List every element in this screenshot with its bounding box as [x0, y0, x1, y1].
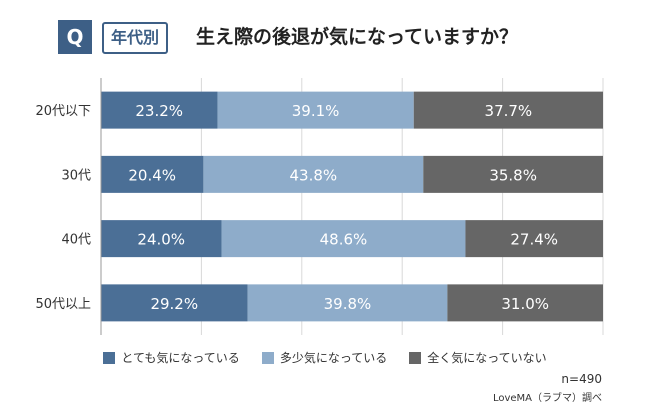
bar-segment	[221, 220, 466, 258]
data-label: 39.8%	[324, 295, 372, 313]
bar-segment	[413, 91, 603, 129]
legend-label: とても気になっている	[121, 351, 240, 365]
category-label: 20代以下	[35, 104, 91, 119]
bar-segment	[423, 155, 603, 193]
data-label: 29.2%	[150, 295, 198, 313]
bar-segment	[247, 284, 448, 322]
bar-segment	[101, 220, 222, 258]
category-label: 30代	[61, 168, 91, 183]
source-note: LoveMA（ラブマ）調べ	[492, 393, 602, 404]
legend-label: 全く気になっていない	[427, 351, 547, 365]
category-label: 40代	[61, 233, 91, 248]
legend-swatch	[409, 351, 422, 364]
bar-segment	[203, 155, 424, 193]
legend-swatch	[103, 351, 116, 364]
data-label: 39.1%	[292, 102, 340, 120]
legend-item: 多少気になっている	[261, 349, 388, 366]
segment-tag: 年代別	[102, 22, 169, 54]
data-label: 31.0%	[501, 295, 549, 313]
data-label: 20.4%	[128, 166, 176, 184]
category-label: 50代以上	[35, 297, 91, 312]
data-label: 37.7%	[485, 102, 533, 120]
bar-segment	[465, 220, 603, 258]
legend-label: 多少気になっている	[279, 351, 388, 365]
bar-segment	[101, 284, 248, 322]
bar-segment	[447, 284, 603, 322]
legend-swatch	[261, 351, 274, 364]
legend: とても気になっている 多少気になっている 全く気になっていない	[0, 349, 650, 366]
data-label: 48.6%	[320, 231, 368, 249]
question-badge: Q	[58, 20, 92, 54]
bar-segment	[101, 91, 218, 129]
data-label: 43.8%	[290, 166, 338, 184]
data-label: 27.4%	[510, 231, 558, 249]
legend-item: とても気になっている	[103, 349, 240, 366]
stacked-bar-chart: 20代以下 23.2% 39.1% 37.7% 30代 20.4% 43.8% 35.8% 40…	[35, 78, 604, 335]
sample-size: n=490	[561, 372, 602, 386]
data-label: 35.8%	[489, 166, 537, 184]
data-label: 24.0%	[137, 231, 185, 249]
data-label: 23.2%	[135, 102, 183, 120]
bar-segment	[101, 155, 204, 193]
chart-title: 生え際の後退が気になっていますか？	[196, 26, 519, 48]
bar-segment	[217, 91, 414, 129]
legend-item: 全く気になっていない	[409, 349, 547, 366]
